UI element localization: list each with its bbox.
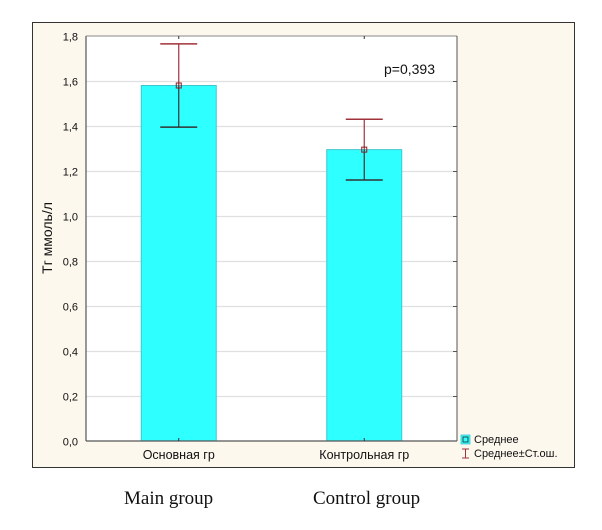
y-tick-label: 1,2 [63,167,78,179]
x-tick-labels: Основная гр Контрольная гр [143,448,410,462]
legend-whisker-icon [462,448,469,459]
bars [140,85,403,442]
bar [140,85,217,442]
caption-control-group: Control group [313,488,421,509]
legend-mean-swatch [460,434,471,445]
caption-main-group: Main group [124,488,214,509]
y-tick-label: 0,2 [63,392,78,404]
legend: Среднее Среднее±Ст.ош. [460,434,558,460]
mean-marker [175,82,182,89]
error-bars [160,43,383,181]
x-tick-label: Основная гр [143,448,215,462]
mean-marker [361,146,368,153]
bar [326,149,403,442]
y-tick-label: 1,0 [63,212,78,224]
y-tick-label: 1,8 [63,32,78,44]
y-tick-label: 0,8 [63,257,78,269]
legend-error-label: Среднее±Ст.ош. [474,448,558,460]
y-tick-label: 0,4 [63,347,78,359]
y-axis-label: Тг ммоль/л [39,202,55,274]
y-ticks: 0,0 0,2 0,4 0,6 0,8 1,0 1,2 1,4 1,6 1,8 [63,32,457,449]
y-tick-label: 1,6 [63,77,78,89]
bar-chart: 0,0 0,2 0,4 0,6 0,8 1,0 1,2 1,4 1,6 1,8 Основная … [32,22,575,468]
y-tick-label: 1,4 [63,122,78,134]
x-tick-label: Контрольная гр [319,448,409,462]
y-tick-label: 0,0 [63,437,78,449]
legend-mean-square-icon [462,436,469,443]
legend-mean-label: Среднее [474,434,519,446]
y-tick-label: 0,6 [63,302,78,314]
p-value-annotation: p=0,393 [384,61,435,77]
